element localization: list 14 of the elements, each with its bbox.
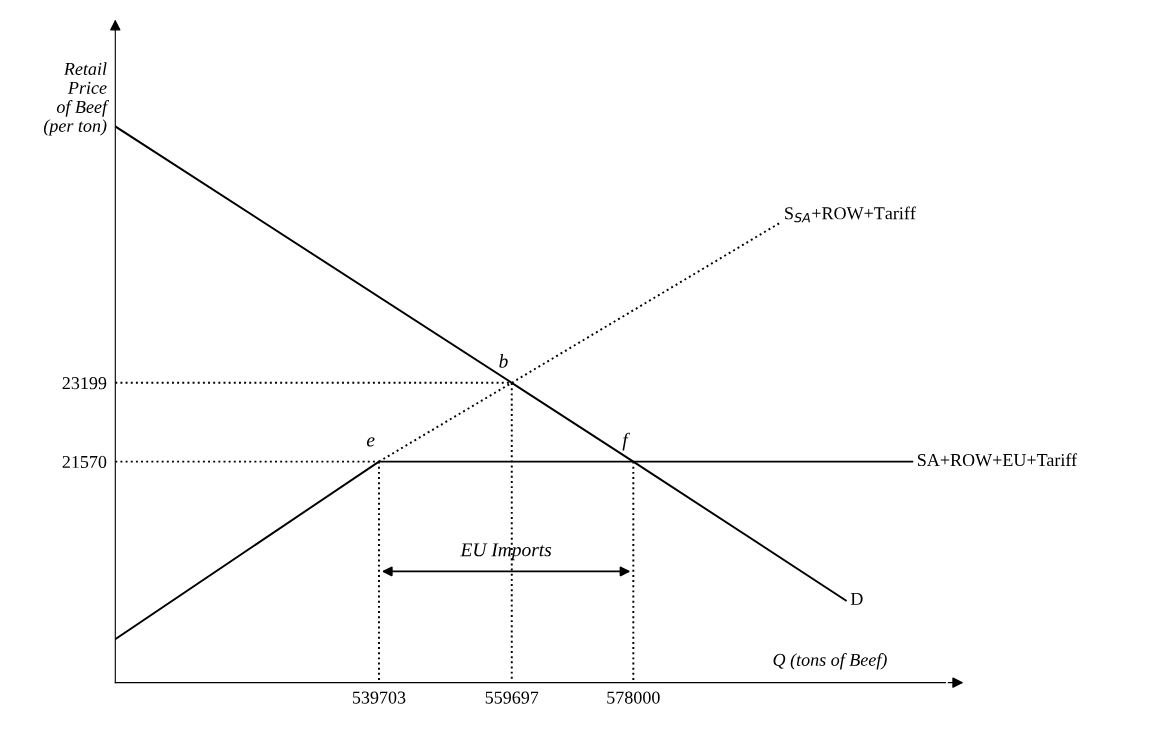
x-tick-label: 578000 bbox=[607, 691, 660, 704]
x-tick-label: 559697 bbox=[485, 691, 539, 704]
annotation: f bbox=[622, 432, 630, 451]
series-label: S$_{SA}$+ROW+Tariff bbox=[785, 206, 916, 223]
y-tick-label: 23199 bbox=[62, 377, 107, 390]
x-axis-title: Q (tons of Beef) bbox=[773, 653, 887, 670]
series-label: D bbox=[850, 592, 863, 605]
y-tick-label: 21570 bbox=[62, 455, 107, 469]
series-label: SA+ROW+EU+Tariff bbox=[917, 453, 1078, 467]
y-axis-title: Retail Price of Beef (per ton) bbox=[43, 62, 110, 136]
annotation: b bbox=[499, 354, 508, 368]
annotation: e bbox=[366, 437, 375, 447]
x-tick-label: 539703 bbox=[352, 691, 406, 704]
annotation: EU Imports bbox=[460, 543, 552, 561]
